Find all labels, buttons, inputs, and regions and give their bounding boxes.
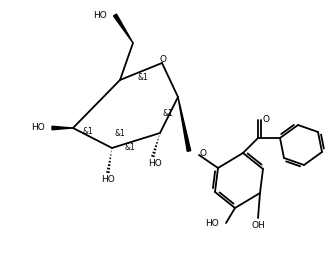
Text: &1: &1: [125, 143, 135, 153]
Polygon shape: [178, 97, 191, 151]
Text: HO: HO: [148, 160, 162, 168]
Polygon shape: [114, 14, 133, 43]
Text: HO: HO: [93, 11, 107, 19]
Text: O: O: [263, 116, 270, 124]
Text: OH: OH: [251, 220, 265, 230]
Text: &1: &1: [115, 129, 125, 137]
Text: O: O: [160, 55, 167, 65]
Text: &1: &1: [163, 109, 173, 117]
Text: &1: &1: [82, 127, 94, 137]
Polygon shape: [52, 126, 73, 130]
Text: HO: HO: [31, 124, 45, 132]
Text: &1: &1: [138, 73, 148, 83]
Text: HO: HO: [101, 176, 115, 184]
Text: HO: HO: [205, 219, 219, 227]
Text: O: O: [199, 148, 206, 158]
